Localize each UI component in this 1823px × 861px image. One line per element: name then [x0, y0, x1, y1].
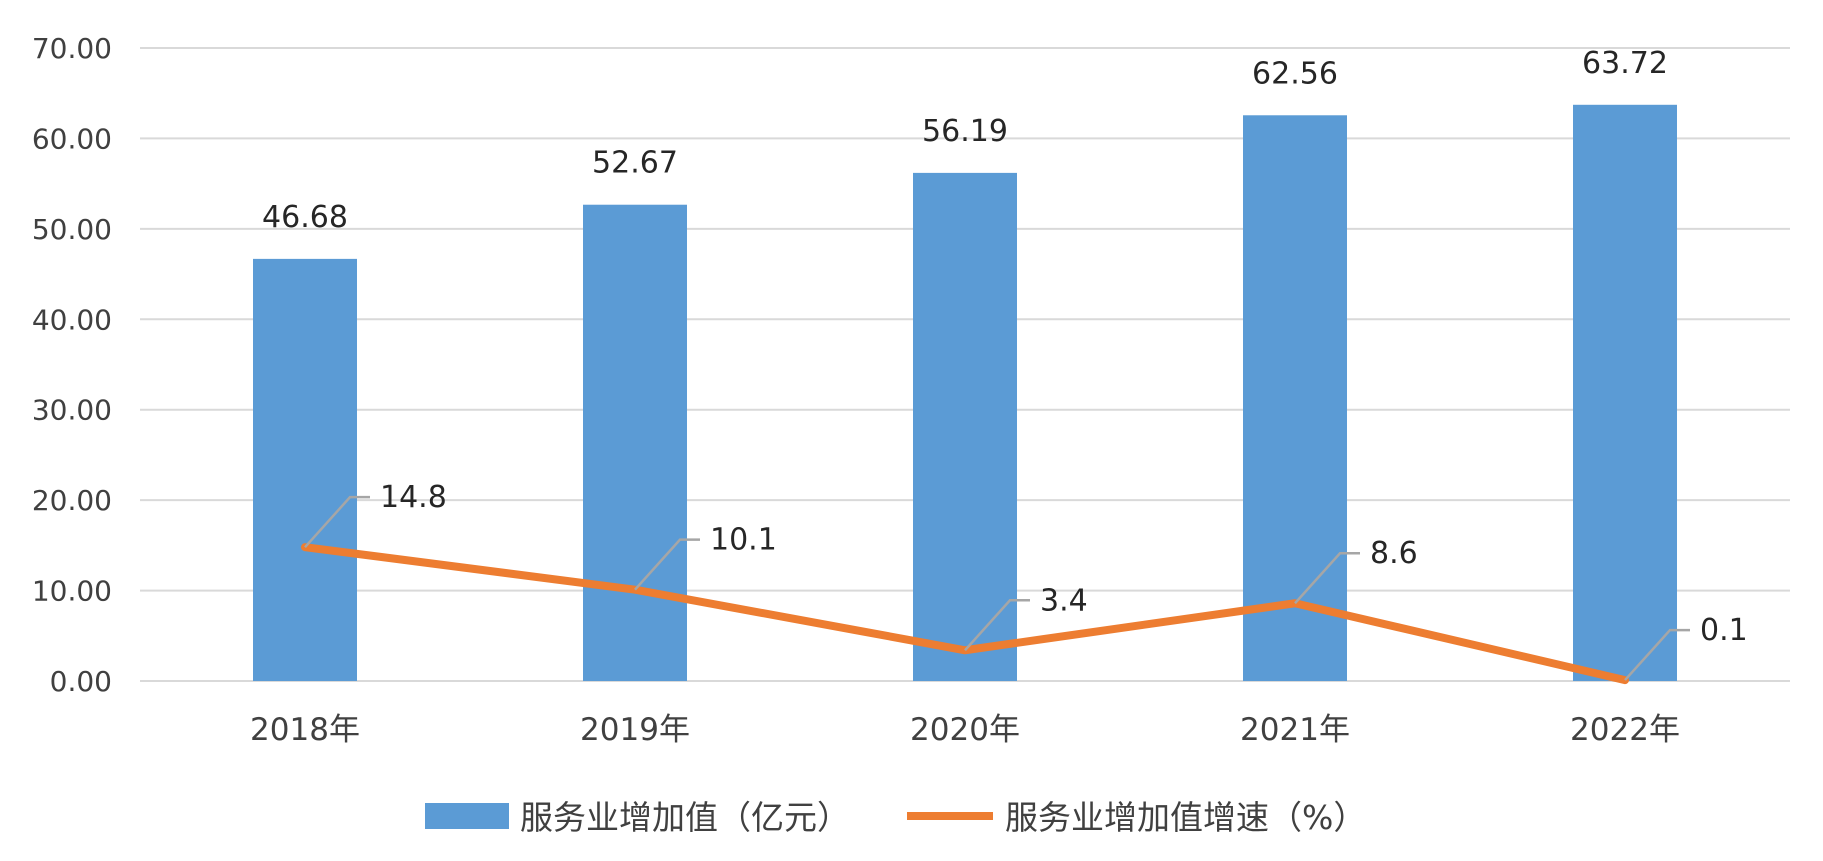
line-value-label: 8.6	[1370, 536, 1418, 571]
line-value-label: 0.1	[1700, 613, 1748, 648]
y-tick-label: 70.00	[32, 32, 112, 65]
bar-value-label: 62.56	[1252, 56, 1338, 91]
y-tick-label: 50.00	[32, 213, 112, 246]
y-tick-label: 10.00	[32, 575, 112, 608]
x-tick-label: 2020年	[910, 712, 1020, 748]
bar-value-label: 46.68	[262, 200, 348, 235]
y-tick-label: 30.00	[32, 394, 112, 427]
legend: 服务业增加值（亿元） 服务业增加值增速（%）	[425, 798, 1366, 837]
leader-line	[1294, 551, 1360, 605]
legend-bar-label: 服务业增加值（亿元）	[520, 798, 850, 837]
leader-line	[634, 538, 700, 591]
bar-data-labels: 46.68 52.67 56.19 62.56 63.72	[262, 46, 1668, 235]
line-data-labels: 14.8 10.1 3.4 8.6 0.1	[304, 480, 1748, 681]
legend-bar-swatch	[425, 803, 509, 829]
bar-series	[253, 104, 1677, 682]
x-tick-label: 2019年	[580, 712, 690, 748]
line-value-label: 14.8	[380, 480, 447, 515]
bar-value-label: 52.67	[592, 146, 678, 181]
x-axis: 2018年 2019年 2020年 2021年 2022年	[250, 712, 1680, 748]
bar	[1243, 115, 1347, 681]
y-tick-label: 60.00	[32, 122, 112, 155]
bar-value-label: 63.72	[1582, 46, 1668, 81]
bar	[253, 258, 357, 681]
x-tick-label: 2021年	[1240, 712, 1350, 748]
leader-line	[1624, 628, 1690, 681]
bar	[1573, 104, 1677, 682]
y-axis: 0.00 10.00 20.00 30.00 40.00 50.00 60.00 70.00	[32, 32, 112, 698]
bar	[913, 172, 1017, 682]
legend-line-label: 服务业增加值增速（%）	[1005, 798, 1366, 837]
line-value-label: 3.4	[1040, 583, 1088, 618]
x-tick-label: 2022年	[1570, 712, 1680, 748]
line-value-label: 10.1	[710, 523, 777, 558]
y-tick-label: 20.00	[32, 484, 112, 517]
x-tick-label: 2018年	[250, 712, 360, 748]
y-tick-label: 40.00	[32, 303, 112, 336]
y-tick-label: 0.00	[50, 665, 112, 698]
bar	[583, 204, 687, 681]
bar-value-label: 56.19	[922, 114, 1008, 149]
leader-line	[304, 495, 370, 549]
leader-line	[964, 599, 1030, 652]
